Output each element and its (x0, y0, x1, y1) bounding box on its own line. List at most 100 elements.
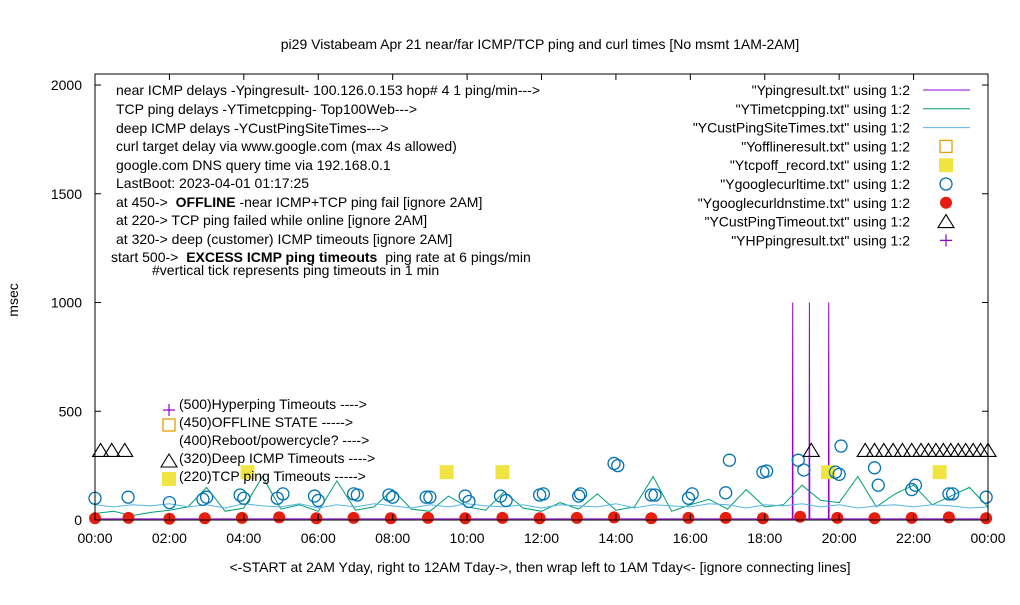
legend-entry-label: "YCustPingTimeout.txt" using 1:2 (704, 214, 910, 230)
data-point-series-5 (832, 467, 846, 481)
data-point-series-5 (386, 490, 400, 504)
data-point-series-5 (759, 464, 774, 478)
data-point-series-7 (893, 442, 912, 457)
x-axis-label: <-START at 2AM Yday, right to 12AM Tday-… (229, 559, 850, 575)
annotation-excess-bold: EXCESS ICMP ping timeouts (186, 249, 377, 265)
legend-entry-label: "Ygooglecurldnstime.txt" using 1:2 (698, 195, 910, 211)
annotation-line: LastBoot: 2023-04-01 01:17:25 (116, 175, 309, 191)
data-point-series-6 (645, 512, 658, 525)
data-point-series-4 (932, 465, 947, 480)
data-point-series-7 (884, 442, 903, 457)
legend-entry-label: "YCustPingSiteTimes.txt" using 1:2 (693, 120, 910, 136)
annotation-line: deep ICMP delays -YCustPingSiteTimes---> (116, 120, 389, 136)
data-point-series-5 (834, 439, 848, 453)
data-point-series-5 (423, 490, 437, 504)
data-point-series-5 (311, 493, 325, 508)
series-line-1 (94, 475, 989, 517)
y-tick-label: 0 (74, 512, 82, 528)
legend-entry-label: "Ytcpoff_record.txt" using 1:2 (730, 157, 910, 173)
annotation-excess-post: ping rate at 6 pings/min (385, 249, 531, 265)
data-point-series-6 (235, 511, 248, 524)
annotation-line: curl target delay via www.google.com (ma… (116, 138, 457, 154)
x-tick-label: 18:00 (747, 530, 782, 546)
level-legend-text: (320)Deep ICMP Timeouts ----> (179, 450, 375, 466)
data-point-series-5 (867, 461, 882, 475)
data-point-series-5 (121, 490, 135, 504)
data-point-series-5 (946, 487, 960, 501)
annotation-excess-pre: start 500-> (111, 249, 178, 265)
x-tick-label: 12:00 (524, 530, 559, 546)
y-axis-label: msec (5, 283, 21, 316)
data-point-series-4 (495, 465, 510, 480)
data-point-series-5 (979, 490, 993, 504)
data-point-series-7 (902, 442, 921, 457)
data-point-series-7 (91, 442, 110, 457)
annotation-line: near ICMP delays -Ypingresult- 100.126.0… (116, 82, 540, 98)
data-point-series-7 (856, 442, 875, 457)
legend-entry-label: "Ypingresult.txt" using 1:2 (752, 82, 911, 98)
data-point-series-5 (828, 465, 843, 479)
x-tick-label: 16:00 (673, 530, 708, 546)
data-point-series-6 (794, 510, 807, 523)
x-tick-label: 02:00 (152, 530, 187, 546)
axis-ticks: 00:00 02:00 04:00 06:00 08:00 10:00 12:00 14:00… (51, 74, 1006, 546)
data-point-series-5 (648, 488, 662, 502)
data-point-series-7 (102, 442, 121, 457)
annotation-offline: at 450-> OFFLINE -near ICMP+TCP ping fai… (116, 194, 482, 210)
data-point-series-6 (122, 511, 135, 524)
annotation-line: #vertical tick represents ping timeouts … (152, 262, 439, 278)
data-point-series-6 (831, 511, 844, 524)
annotation-line: at 320-> deep (customer) ICMP timeouts [… (116, 231, 452, 247)
data-point-series-5 (350, 488, 364, 502)
level-legend-plus-icon (163, 404, 175, 416)
legend-entry-label: "YTimetcpping.txt" using 1:2 (736, 101, 911, 117)
data-point-series-6 (310, 512, 323, 525)
data-point-series-5 (162, 495, 177, 510)
level-legend-text: (220)TCP ping Timeouts -----> (179, 468, 366, 484)
data-point-series-5 (536, 487, 551, 501)
x-tick-label: 14:00 (598, 530, 633, 546)
level-legend-text: (450)OFFLINE STATE -----> (179, 414, 353, 430)
data-point-series-6 (570, 511, 583, 524)
legend-triangle-open-icon (937, 213, 955, 229)
level-legend-square-open-icon (162, 418, 176, 432)
data-point-series-5 (791, 453, 805, 467)
level-legend-text: (500)Hyperping Timeouts ----> (179, 396, 367, 412)
data-point-series-5 (196, 492, 210, 506)
annotation-offline-bold: OFFLINE (176, 194, 236, 210)
data-point-series-6 (347, 511, 360, 524)
data-point-series-6 (905, 511, 918, 524)
y-tick-label: 500 (59, 403, 83, 419)
data-point-series-6 (273, 511, 286, 524)
level-legend: (500)Hyperping Timeouts ----> (450)OFFLIN… (160, 396, 375, 486)
annotation-line: TCP ping delays -YTimetcpping- Top100Web… (116, 101, 417, 117)
data-point-series-5 (719, 486, 733, 500)
data-point-series-6 (980, 512, 993, 525)
data-point-series-5 (233, 488, 247, 502)
data-point-series-7 (874, 442, 893, 457)
legend-square-filled-icon (939, 158, 953, 173)
data-point-series-5 (307, 489, 322, 503)
series-line-0 (95, 302, 988, 520)
data-point-series-6 (756, 512, 769, 525)
data-point-series-5 (276, 487, 290, 501)
legend: "Ypingresult.txt" using 1:2 "YTimetcpping… (693, 82, 970, 248)
data-point-series-4 (439, 465, 454, 480)
data-point-series-5 (908, 478, 923, 492)
x-tick-label: 06:00 (301, 530, 336, 546)
data-point-series-6 (533, 512, 546, 525)
data-point-series-5 (722, 453, 737, 467)
data-point-series-5 (942, 487, 956, 501)
legend-entry-label: "Ygooglecurltime.txt" using 1:2 (720, 176, 910, 192)
level-legend-text: (400)Reboot/powercycle? ----> (179, 432, 369, 448)
legend-circle-filled-icon (940, 196, 952, 209)
data-point-series-5 (462, 494, 476, 509)
annotation-block: near ICMP delays -Ypingresult- 100.126.0… (111, 82, 540, 278)
x-tick-label: 10:00 (450, 530, 485, 546)
data-point-series-5 (797, 463, 811, 477)
annotation-excess: start 500-> EXCESS ICMP ping timeouts pi… (111, 249, 531, 265)
data-point-series-6 (384, 512, 397, 525)
data-point-series-5 (607, 456, 621, 471)
data-point-series-4 (240, 465, 255, 480)
